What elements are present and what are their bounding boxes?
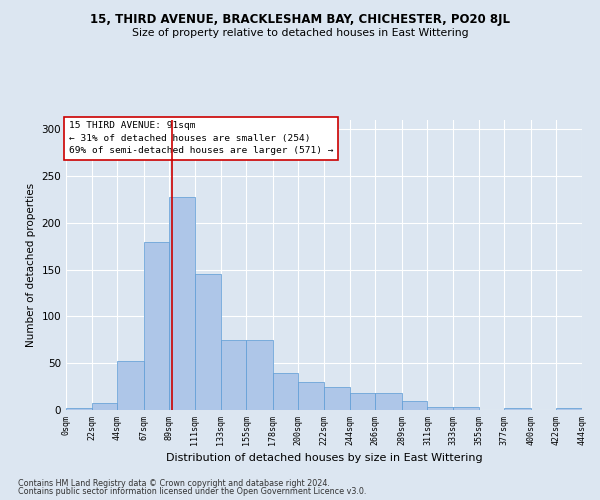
Bar (66, 408, 92, 410)
Bar (504, 408, 531, 410)
Bar (375, 393, 402, 410)
Bar (350, 393, 375, 410)
Bar (221, 340, 246, 410)
Bar (453, 407, 479, 410)
Bar (556, 408, 582, 410)
Bar (169, 196, 195, 410)
Text: Size of property relative to detached houses in East Wittering: Size of property relative to detached ho… (131, 28, 469, 38)
Text: 15, THIRD AVENUE, BRACKLESHAM BAY, CHICHESTER, PO20 8JL: 15, THIRD AVENUE, BRACKLESHAM BAY, CHICH… (90, 12, 510, 26)
Bar (273, 372, 298, 410)
Y-axis label: Number of detached properties: Number of detached properties (26, 183, 36, 347)
Bar (402, 400, 427, 410)
Text: Contains public sector information licensed under the Open Government Licence v3: Contains public sector information licen… (18, 487, 367, 496)
Bar (427, 407, 453, 410)
Bar (246, 340, 273, 410)
X-axis label: Distribution of detached houses by size in East Wittering: Distribution of detached houses by size … (166, 453, 482, 463)
Bar (92, 402, 117, 410)
Bar (298, 382, 324, 410)
Bar (195, 274, 221, 410)
Text: Contains HM Land Registry data © Crown copyright and database right 2024.: Contains HM Land Registry data © Crown c… (18, 478, 330, 488)
Bar (144, 242, 169, 410)
Text: 15 THIRD AVENUE: 91sqm
← 31% of detached houses are smaller (254)
69% of semi-de: 15 THIRD AVENUE: 91sqm ← 31% of detached… (68, 122, 333, 156)
Bar (324, 386, 350, 410)
Bar (117, 362, 144, 410)
